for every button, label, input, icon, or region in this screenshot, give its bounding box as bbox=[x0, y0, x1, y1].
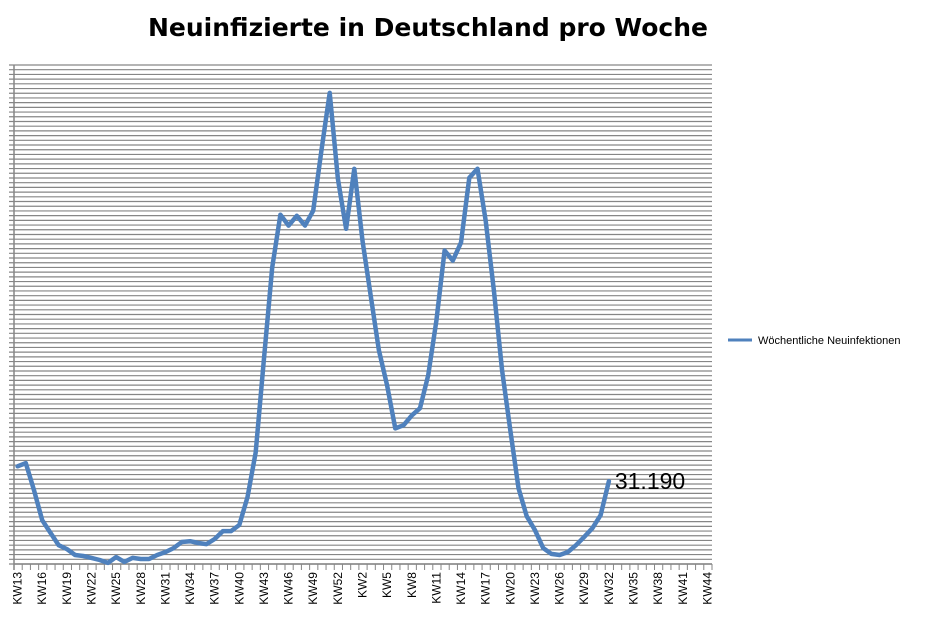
x-tick-labels: KW13 KW16 KW19 KW22 KW25 KW28 KW31 KW34 KW37 KW40… bbox=[11, 572, 715, 605]
x-tick-label: KW52 bbox=[331, 572, 345, 605]
legend-label: Wöchentliche Neuinfektionen bbox=[758, 335, 900, 347]
x-tick-label: KW28 bbox=[134, 572, 148, 605]
x-tick-label: KW49 bbox=[306, 572, 320, 605]
x-tick-label: KW20 bbox=[503, 572, 517, 605]
series-layer bbox=[15, 90, 612, 566]
x-tick-label: KW2 bbox=[356, 572, 370, 598]
x-tick-label: KW23 bbox=[528, 572, 542, 605]
x-tick-label: KW40 bbox=[232, 572, 246, 605]
x-tick-label: KW11 bbox=[429, 572, 443, 604]
x-tick-label: KW14 bbox=[454, 572, 468, 605]
x-tick-label: KW26 bbox=[553, 572, 567, 605]
x-tick-label: KW41 bbox=[676, 572, 690, 605]
x-tick-label: KW32 bbox=[602, 572, 616, 605]
x-tick-label: KW5 bbox=[380, 572, 394, 598]
x-tick-label: KW37 bbox=[208, 572, 222, 605]
axes bbox=[13, 65, 713, 570]
data-label-last: 31.190 bbox=[615, 468, 685, 494]
x-tick-label: KW46 bbox=[282, 572, 296, 605]
x-tick-label: KW31 bbox=[158, 572, 172, 605]
x-tick-label: KW43 bbox=[257, 572, 271, 605]
x-tick-label: KW19 bbox=[60, 572, 74, 605]
chart-title: Neuinfizierte in Deutschland pro Woche bbox=[148, 13, 708, 42]
x-tick-label: KW22 bbox=[85, 572, 99, 605]
legend: Wöchentliche Neuinfektionen bbox=[728, 335, 900, 347]
x-tick-label: KW13 bbox=[11, 572, 25, 605]
x-tick-label: KW38 bbox=[651, 572, 665, 605]
x-tick-label: KW29 bbox=[577, 572, 591, 605]
gridlines bbox=[9, 64, 712, 565]
x-tick-label: KW17 bbox=[479, 572, 493, 605]
x-tick-label: KW8 bbox=[405, 572, 419, 598]
x-tick-label: KW16 bbox=[35, 572, 49, 605]
x-tick-label: KW25 bbox=[109, 572, 123, 605]
x-tick-label: KW44 bbox=[700, 572, 714, 605]
x-tick-label: KW35 bbox=[626, 572, 640, 605]
x-tick-label: KW34 bbox=[183, 572, 197, 605]
